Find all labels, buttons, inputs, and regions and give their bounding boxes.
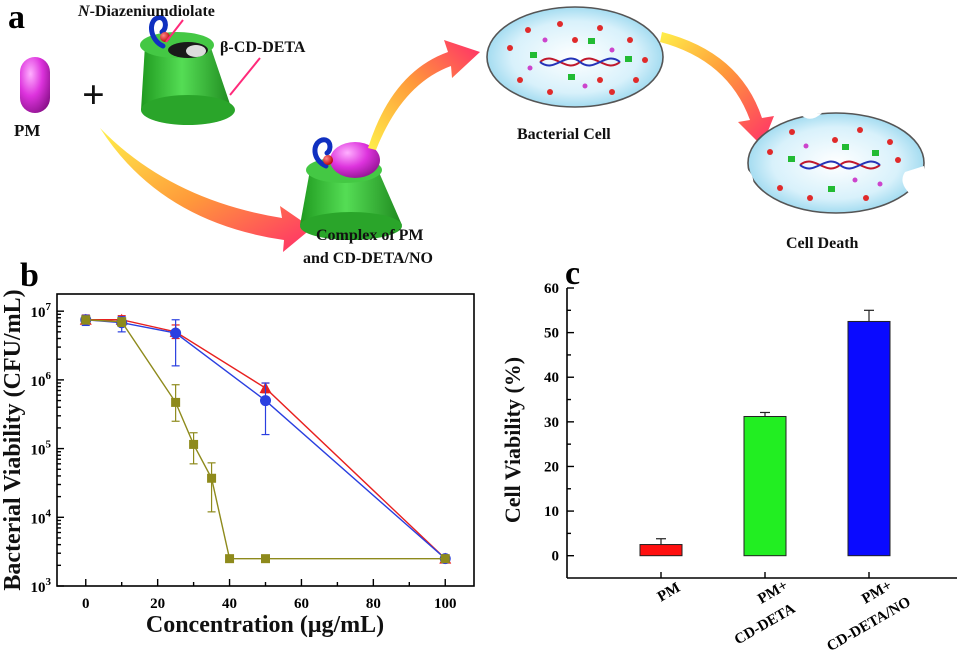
bacterial-cell-icon xyxy=(486,6,664,108)
arrow-to-cell-death xyxy=(660,32,774,146)
chart-b-ylabel: Bacterial Viability (CFU/mL) xyxy=(0,289,26,590)
chart-b-ytick-exp: 6 xyxy=(46,370,52,382)
chart-b-xtick-label: 0 xyxy=(82,596,90,612)
chart-b-ytick-exp: 3 xyxy=(46,576,52,588)
chart-c-category-label: PM xyxy=(655,580,683,606)
pm-label: PM xyxy=(14,121,40,140)
chart-b-point xyxy=(440,554,450,564)
chart-b-xlabel: Concentration (μg/mL) xyxy=(146,612,384,638)
chart-c-axes: 0 10 20 30 40 50 60 xyxy=(544,281,574,565)
chart-c-bar xyxy=(847,320,891,557)
dead-cell-icon xyxy=(742,112,926,214)
chart-b-ytick-base: 10 xyxy=(31,443,46,459)
chart-c-ytick-label: 60 xyxy=(544,281,559,297)
bacterial-cell-label: Bacterial Cell xyxy=(517,126,611,143)
complex-cone-icon xyxy=(300,137,402,240)
chart-c-ytick-label: 40 xyxy=(544,370,559,386)
chart-b-ytick-label: 104 xyxy=(31,507,52,527)
arrow-to-bacterial-cell xyxy=(368,40,480,150)
cd-deta-label: β-CD-DETA xyxy=(220,39,306,56)
chart-c-ylabel: Cell Viability (%) xyxy=(500,357,525,523)
plus-sign: + xyxy=(82,72,105,117)
chart-b-xtick-label: 20 xyxy=(150,596,165,612)
chart-b-point xyxy=(171,397,181,407)
chart-b-ytick-label: 103 xyxy=(31,576,52,596)
chart-b-ytick-exp: 7 xyxy=(46,301,52,313)
cell-death-label: Cell Death xyxy=(786,235,859,252)
chart-c-category-label-line2: CD-DETA xyxy=(732,601,798,649)
chart-b-point xyxy=(261,554,270,564)
diazeniumdiolate-suffix: -Diazeniumdiolate xyxy=(90,3,215,20)
complex-label-line1: Complex of PM xyxy=(316,227,424,244)
chart-b-series-line xyxy=(85,319,446,560)
complex-label-line2: and CD-DETA/NO xyxy=(303,250,433,267)
chart-c-ytick-label: 50 xyxy=(544,326,559,342)
chart-b-point xyxy=(189,439,199,449)
chart-c-ytick-label: 0 xyxy=(552,549,560,565)
chart-b-point xyxy=(117,317,127,327)
panel-a: a PM + N-Diazeniumdiolate β-CD-DETA xyxy=(8,0,926,267)
chart-c-ytick-label: 20 xyxy=(544,459,559,475)
chart-b-point xyxy=(81,315,91,325)
chart-b-series-line xyxy=(85,319,446,560)
panel-b-label: b xyxy=(20,257,39,294)
chart-b-ytick-label: 105 xyxy=(31,439,52,459)
chart-b-xtick-label: 100 xyxy=(434,596,457,612)
diazeniumdiolate-label: N-Diazeniumdiolate xyxy=(77,3,215,20)
chart-c-bar xyxy=(639,544,683,557)
chart-c-ytick-label: 10 xyxy=(544,504,559,520)
chart-b-xtick-label: 80 xyxy=(366,596,381,612)
chart-c-ytick-label: 30 xyxy=(544,415,559,431)
chart-b-ytick-exp: 5 xyxy=(46,439,52,451)
diazeniumdiolate-prefix: N xyxy=(77,3,91,20)
chart-b-ytick-label: 106 xyxy=(31,370,52,390)
chart-c-bars xyxy=(639,309,891,557)
chart-b-ytick-base: 10 xyxy=(31,305,46,321)
pm-capsule-icon xyxy=(20,57,50,113)
diazeniumdiolate-pointer xyxy=(165,19,184,43)
chart-b-point xyxy=(170,327,182,339)
chart-b-frame xyxy=(56,293,475,587)
chart-b-series xyxy=(79,313,452,565)
panel-a-label: a xyxy=(8,0,25,36)
chart-b-series-line xyxy=(85,319,446,560)
chart-b-ytick-exp: 4 xyxy=(46,507,52,519)
chart-b-point xyxy=(225,554,235,564)
chart-b-ytick-base: 10 xyxy=(31,511,46,527)
arrow-to-complex xyxy=(100,128,312,252)
chart-b-xtick-label: 60 xyxy=(294,596,309,612)
cd-deta-pointer xyxy=(229,57,261,96)
chart-b-point xyxy=(207,473,217,483)
chart-b-xtick-label: 40 xyxy=(222,596,237,612)
panel-c-label: c xyxy=(565,255,580,292)
chart-b-ytick-base: 10 xyxy=(31,374,46,390)
chart-b-point xyxy=(260,395,271,407)
chart-c-bar xyxy=(743,415,787,557)
cyclodextrin-cone-icon xyxy=(140,15,235,125)
chart-b-ytick-label: 107 xyxy=(31,301,52,321)
chart-b-ytick-base: 10 xyxy=(31,580,46,596)
